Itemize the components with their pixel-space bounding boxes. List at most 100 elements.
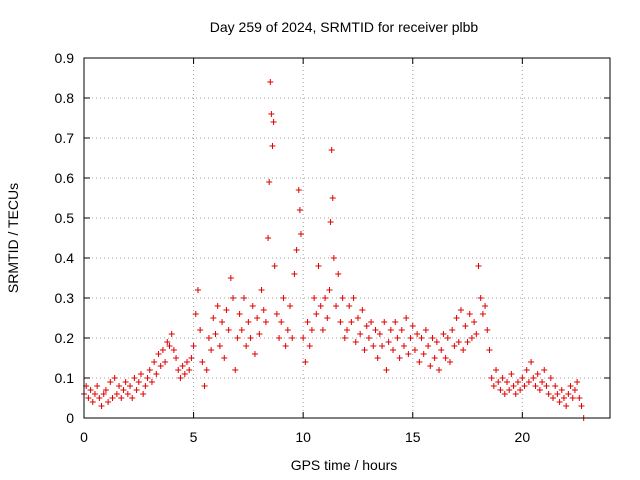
data-point	[455, 339, 462, 345]
data-point	[216, 343, 223, 349]
data-point	[525, 379, 532, 385]
x-tick-label: 0	[80, 429, 88, 445]
data-point	[306, 343, 313, 349]
y-tick-label: 0	[66, 410, 74, 426]
data-point	[576, 395, 583, 401]
data-point	[550, 395, 557, 401]
y-tick-label: 0.9	[55, 50, 75, 66]
data-point	[133, 387, 140, 393]
data-point	[140, 391, 147, 397]
data-point	[162, 359, 169, 365]
y-tick-label: 0.3	[55, 290, 75, 306]
data-point	[574, 379, 581, 385]
data-point	[124, 391, 131, 397]
data-point	[341, 335, 348, 341]
data-point	[466, 311, 473, 317]
data-point	[276, 335, 283, 341]
data-point	[214, 303, 221, 309]
data-point	[324, 315, 331, 321]
data-point	[181, 371, 188, 377]
data-point	[381, 319, 388, 325]
data-point	[563, 403, 570, 409]
y-tick-label: 0.5	[55, 210, 75, 226]
data-point	[265, 235, 272, 241]
data-point	[473, 331, 480, 337]
data-point	[122, 379, 129, 385]
data-point	[168, 331, 175, 337]
data-point	[543, 383, 550, 389]
data-point	[411, 347, 418, 353]
data-point	[484, 327, 491, 333]
data-point	[118, 395, 125, 401]
data-point	[266, 179, 273, 185]
data-point	[151, 359, 158, 365]
data-point	[271, 263, 278, 269]
data-point	[418, 335, 425, 341]
data-point	[296, 207, 303, 213]
data-point	[460, 347, 467, 353]
data-point	[539, 379, 546, 385]
data-point	[354, 315, 361, 321]
data-point	[280, 295, 287, 301]
data-point	[442, 355, 449, 361]
data-point	[556, 399, 563, 405]
data-point	[554, 391, 561, 397]
data-point	[530, 375, 537, 381]
data-point	[315, 263, 322, 269]
data-point	[273, 311, 280, 317]
data-point	[403, 315, 410, 321]
data-point	[451, 343, 458, 349]
data-point	[105, 399, 112, 405]
data-point	[363, 323, 370, 329]
y-tick-label: 0.4	[55, 250, 75, 266]
data-point	[497, 387, 504, 393]
data-point	[304, 319, 311, 325]
data-point	[468, 335, 475, 341]
data-point	[223, 307, 230, 313]
data-point	[528, 359, 535, 365]
data-point	[552, 383, 559, 389]
data-point	[370, 343, 377, 349]
data-point	[346, 303, 353, 309]
data-point	[100, 391, 107, 397]
data-point	[186, 367, 193, 373]
data-point	[425, 343, 432, 349]
data-point	[173, 355, 180, 361]
data-point	[287, 303, 294, 309]
data-point	[221, 355, 228, 361]
data-point	[414, 331, 421, 337]
data-point	[238, 327, 245, 333]
data-point	[192, 311, 199, 317]
data-point	[420, 351, 427, 357]
data-point	[234, 335, 241, 341]
y-tick-label: 0.6	[55, 170, 75, 186]
data-point	[177, 375, 184, 381]
data-point	[372, 327, 379, 333]
data-point	[374, 355, 381, 361]
data-point	[91, 391, 98, 397]
data-point	[137, 371, 144, 377]
data-point	[302, 359, 309, 365]
data-point	[578, 403, 585, 409]
data-point	[197, 327, 204, 333]
data-point	[429, 335, 436, 341]
data-point	[387, 327, 394, 333]
data-point	[284, 327, 291, 333]
data-point	[113, 391, 120, 397]
data-point	[293, 247, 300, 253]
data-point	[230, 295, 237, 301]
data-point	[205, 335, 212, 341]
data-point	[148, 379, 155, 385]
data-point	[87, 387, 94, 393]
data-point	[85, 395, 92, 401]
data-point	[319, 327, 326, 333]
data-point	[89, 399, 96, 405]
data-point	[127, 383, 134, 389]
data-point	[488, 375, 495, 381]
data-point	[510, 383, 517, 389]
data-point	[254, 315, 261, 321]
data-point	[251, 351, 258, 357]
data-point	[427, 363, 434, 369]
data-point	[545, 391, 552, 397]
